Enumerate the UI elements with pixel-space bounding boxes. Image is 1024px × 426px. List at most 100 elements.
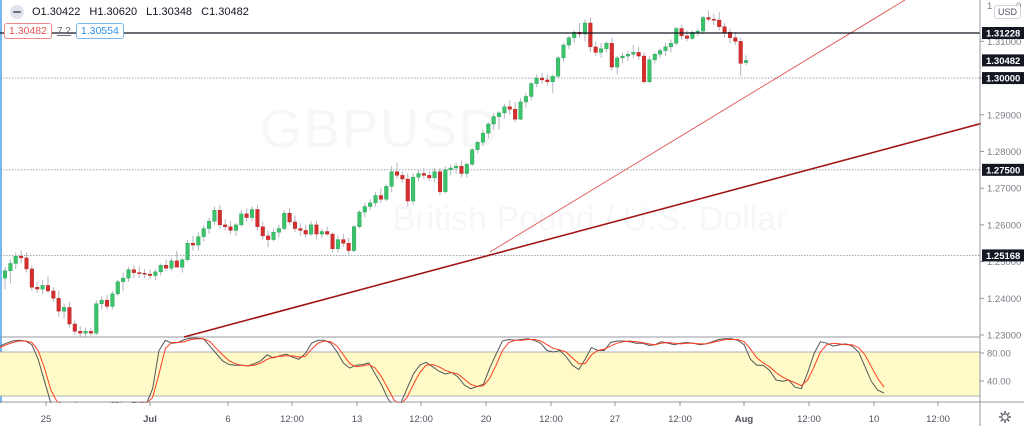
candle-body: [147, 273, 152, 276]
left-panel-edge: [0, 0, 2, 426]
candle-body: [169, 260, 174, 269]
candle-body: [287, 212, 292, 223]
candle-body: [454, 165, 459, 169]
price-tag[interactable]: [982, 249, 1024, 262]
candle-body: [486, 123, 491, 134]
candle-body: [335, 239, 340, 249]
price-tag[interactable]: [982, 72, 1024, 85]
candle-body: [416, 173, 421, 178]
candle-body: [701, 17, 706, 32]
candle-body: [668, 43, 673, 48]
candle-body: [250, 209, 255, 218]
spread-value: 7.2: [56, 25, 71, 37]
candle-body: [94, 303, 99, 334]
candle-body: [636, 52, 641, 57]
low-value: L1.30348: [146, 6, 193, 18]
candle-body: [8, 263, 13, 271]
candle-body: [325, 231, 330, 235]
price-axis-label: 1.23000: [987, 331, 1021, 342]
candle-body: [405, 178, 410, 202]
time-axis-label: Aug: [735, 414, 754, 425]
candle-body: [631, 52, 636, 55]
candle-body: [480, 132, 485, 143]
candle-body: [556, 57, 561, 77]
price-tag[interactable]: [982, 54, 1024, 67]
candle-body: [706, 17, 711, 20]
candle-body: [534, 77, 539, 84]
stochastic-axis-label: 40.00: [987, 377, 1011, 388]
gear-icon[interactable]: [998, 410, 1012, 424]
time-axis-label: 12:00: [668, 414, 692, 425]
candle-body: [110, 293, 115, 307]
candle-body: [679, 28, 684, 37]
price-tag[interactable]: [982, 27, 1024, 39]
candle-body: [652, 54, 657, 60]
candle-body: [196, 236, 201, 246]
candle-body: [260, 226, 265, 237]
candle-body: [507, 106, 512, 110]
candle-body: [45, 285, 50, 292]
time-scale-background[interactable]: [0, 403, 980, 426]
close-value: C1.30482: [201, 6, 249, 18]
candle-body: [368, 202, 373, 207]
candle-body: [437, 171, 442, 193]
time-axis-label: 13: [352, 414, 363, 425]
candle-body: [303, 230, 308, 235]
currency-label[interactable]: USD: [994, 5, 1022, 19]
candle-body: [658, 50, 663, 55]
candle-body: [233, 224, 238, 231]
candle-body: [561, 44, 566, 59]
candle-body: [35, 287, 40, 290]
sell-price-button[interactable]: 1.30482: [4, 23, 52, 39]
price-tag[interactable]: [982, 163, 1024, 176]
candle-body: [690, 31, 695, 39]
candle-body: [298, 228, 303, 231]
collapse-legend-icon[interactable]: [10, 5, 24, 19]
price-scale-background[interactable]: [981, 0, 1024, 426]
candle-body: [314, 224, 319, 235]
candle-body: [223, 224, 228, 227]
candle-body: [99, 299, 104, 305]
time-axis-label: 27: [610, 414, 621, 425]
candle-body: [239, 213, 244, 226]
candle-body: [572, 31, 577, 38]
candle-body: [357, 211, 362, 227]
candle-body: [464, 164, 469, 174]
candle-body: [684, 35, 689, 39]
candle-body: [540, 77, 545, 81]
candle-body: [51, 290, 56, 299]
candle-body: [545, 79, 550, 82]
candle-body: [137, 272, 142, 274]
trendline-long-support[interactable]: [183, 111, 1024, 338]
candle-body: [744, 60, 749, 63]
candle-body: [389, 171, 394, 187]
candle-body: [378, 195, 383, 200]
candle-body: [674, 28, 679, 44]
candle-body: [513, 109, 518, 120]
price-axis-label: 1.31000: [987, 37, 1021, 48]
candle-body: [588, 22, 593, 48]
buy-price-button[interactable]: 1.30554: [75, 23, 124, 39]
candle-body: [24, 257, 29, 270]
candle-body: [400, 175, 405, 180]
candle-body: [384, 186, 389, 200]
trendline-steep-support[interactable]: [489, 0, 906, 253]
price-axis-label: 1.27000: [987, 184, 1021, 195]
candle-body: [523, 96, 528, 103]
candle-body: [497, 112, 502, 117]
candle-body: [78, 331, 83, 334]
candle-body: [255, 209, 260, 227]
candle-body: [292, 221, 297, 229]
candle-body: [615, 57, 620, 68]
candle-body: [180, 259, 185, 268]
candle-body: [625, 54, 630, 57]
candle-body: [158, 265, 163, 273]
time-axis-label: 6: [225, 414, 230, 425]
time-axis-label: 20: [481, 414, 492, 425]
price-tag-label: 1.30000: [986, 74, 1020, 85]
candle-body: [174, 260, 179, 268]
stochastic-band: [0, 352, 980, 396]
candle-body: [131, 269, 136, 273]
candle-body: [448, 167, 453, 171]
